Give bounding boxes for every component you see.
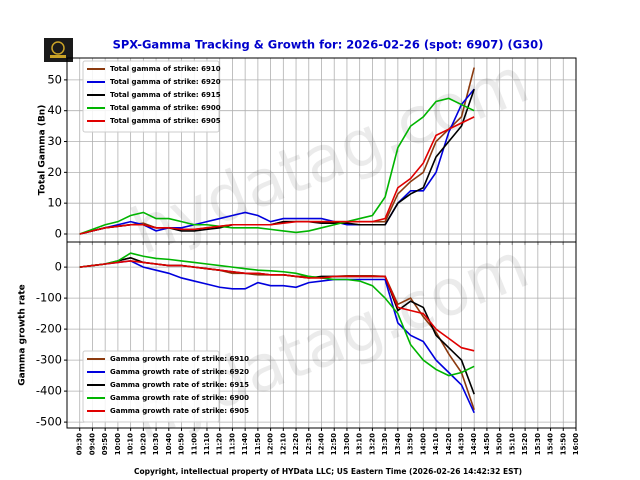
x-tick-label: 09:50 <box>101 433 109 455</box>
y-tick-label: -200 <box>36 322 62 336</box>
legend-label: Total gamma of strike: 6910 <box>110 65 221 73</box>
legend-label: Total gamma of strike: 6900 <box>110 104 221 112</box>
legend-box <box>82 60 220 133</box>
y-tick-label: 10 <box>47 196 62 210</box>
x-tick-label: 10:40 <box>165 433 173 455</box>
y-tick-label: -400 <box>36 384 62 398</box>
legend-label: Total gamma of strike: 6915 <box>110 91 221 99</box>
x-tick-label: 15:50 <box>559 433 567 455</box>
y-tick-label: 0 <box>55 226 62 240</box>
x-tick-label: 10:00 <box>114 433 122 455</box>
x-tick-label: 10:30 <box>152 433 160 455</box>
x-tick-label: 13:10 <box>356 433 364 455</box>
x-tick-label: 14:40 <box>470 433 478 455</box>
x-tick-label: 11:00 <box>190 433 198 455</box>
x-tick-label: 16:00 <box>572 433 580 455</box>
x-tick-label: 11:20 <box>216 433 224 455</box>
x-tick-label: 11:30 <box>228 433 236 455</box>
x-tick-label: 13:40 <box>394 433 402 455</box>
x-tick-label: 13:20 <box>368 433 376 455</box>
chart-title: SPX-Gamma Tracking & Growth for: 2026-02… <box>113 38 544 52</box>
legend-label: Gamma growth rate of strike: 6905 <box>110 407 249 415</box>
x-tick-label: 11:50 <box>254 433 262 455</box>
legend-label: Gamma growth rate of strike: 6900 <box>110 394 249 402</box>
x-tick-label: 12:20 <box>292 433 300 455</box>
y-tick-label: 20 <box>47 165 62 179</box>
x-tick-label: 14:50 <box>483 433 491 455</box>
legend-label: Gamma growth rate of strike: 6920 <box>110 368 249 376</box>
y-tick-label: 50 <box>47 72 62 86</box>
y-tick-label: -500 <box>36 415 62 429</box>
x-tick-label: 15:00 <box>496 433 504 455</box>
legend-label: Gamma growth rate of strike: 6910 <box>110 355 249 363</box>
legend-label: Total gamma of strike: 6920 <box>110 78 221 86</box>
x-tick-label: 10:10 <box>127 433 135 455</box>
series-line <box>79 260 475 414</box>
y-tick-label: -300 <box>36 353 62 367</box>
y-axis-label: Gamma growth rate <box>18 284 28 386</box>
legend-label: Gamma growth rate of strike: 6915 <box>110 381 249 389</box>
x-tick-label: 10:50 <box>178 433 186 455</box>
y-tick-label: 30 <box>47 134 62 148</box>
x-tick-label: 12:40 <box>318 433 326 455</box>
x-tick-label: 11:40 <box>241 433 249 455</box>
x-tick-label: 14:10 <box>432 433 440 455</box>
y-tick-label: 0 <box>55 260 62 274</box>
legend-label: Total gamma of strike: 6905 <box>110 117 221 125</box>
x-tick-label: 12:30 <box>305 433 313 455</box>
x-tick-label: 10:20 <box>139 433 147 455</box>
x-tick-label: 12:10 <box>279 433 287 455</box>
x-tick-label: 12:50 <box>330 433 338 455</box>
x-tick-label: 09:40 <box>88 433 96 455</box>
x-tick-label: 14:20 <box>445 433 453 455</box>
x-tick-label: 15:20 <box>521 433 529 455</box>
x-tick-label: 15:10 <box>508 433 516 455</box>
legend-box <box>82 350 220 423</box>
x-tick-label: 13:30 <box>381 433 389 455</box>
y-axis-label: Total Gamma (Bn) <box>38 105 48 196</box>
x-tick-label: 13:00 <box>343 433 351 455</box>
x-tick-label: 15:40 <box>547 433 555 455</box>
series-line <box>79 252 475 377</box>
x-tick-label: 15:30 <box>534 433 542 455</box>
series-line <box>79 97 475 235</box>
x-tick-label: 11:10 <box>203 433 211 455</box>
x-tick-label: 13:50 <box>407 433 415 455</box>
x-tick-label: 14:00 <box>419 433 427 455</box>
series-line <box>79 260 475 352</box>
x-tick-label: 14:30 <box>457 433 465 455</box>
y-tick-label: -100 <box>36 291 62 305</box>
x-tick-label: 09:30 <box>76 433 84 455</box>
axes-frame <box>66 241 577 429</box>
footer: Copyright, intellectual property of HYDa… <box>134 467 522 476</box>
series-line <box>79 116 475 235</box>
x-tick-label: 12:00 <box>267 433 275 455</box>
y-tick-label: 40 <box>47 103 62 117</box>
